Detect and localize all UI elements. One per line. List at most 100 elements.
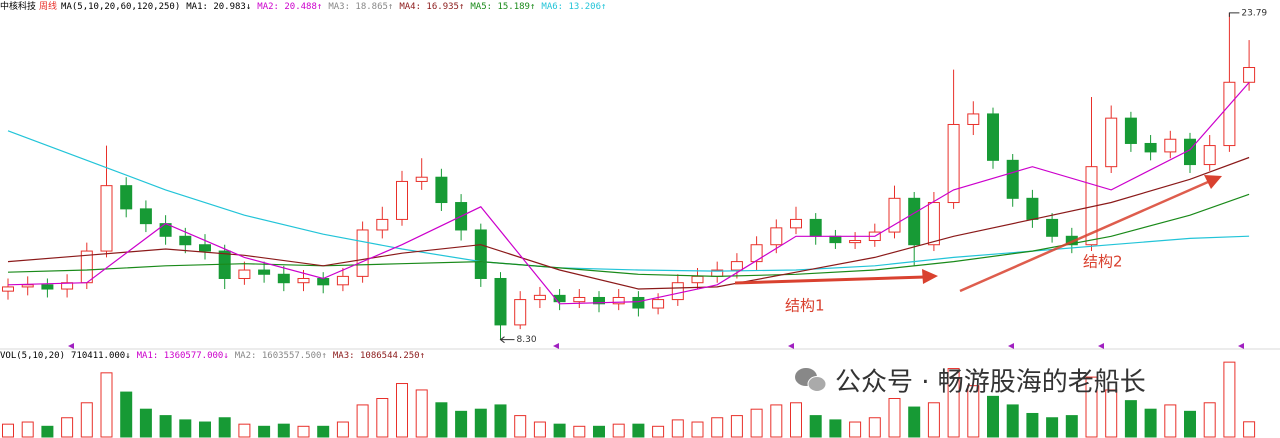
volume-bar	[711, 417, 724, 438]
ma-legend: MA2: 20.488↑	[257, 2, 322, 12]
candle-body	[1184, 138, 1196, 166]
volume-bar	[336, 421, 349, 438]
volume-bar	[435, 402, 448, 438]
candle-body	[671, 282, 684, 301]
volume-bar	[258, 425, 271, 438]
candle-body	[632, 296, 645, 309]
candle-body	[1046, 218, 1059, 237]
ma-params: MA(5,10,20,60,120,250)	[61, 2, 180, 12]
volume-bar	[1203, 402, 1216, 438]
structure-arrow	[734, 275, 926, 285]
stock-name: 中核科技	[0, 0, 36, 12]
candle-body	[356, 229, 369, 277]
candle-body	[1203, 145, 1216, 166]
candle-body	[612, 296, 625, 305]
candle-body	[376, 218, 389, 231]
volume-bar	[612, 423, 625, 438]
candle-body	[1164, 138, 1177, 153]
volume-bar	[41, 425, 54, 438]
ma-line	[7, 82, 1250, 305]
volume-bar	[632, 423, 645, 438]
volume-bar	[159, 415, 172, 438]
volume-bar	[1223, 361, 1236, 438]
vol-legend: MA2: 1603557.500↑	[235, 351, 327, 361]
volume-bar	[1046, 417, 1059, 438]
high-marker	[1228, 12, 1240, 17]
volume-bar	[1006, 404, 1019, 438]
volume-bar	[829, 419, 842, 438]
volume-bar	[356, 404, 369, 438]
volume-bar	[514, 415, 527, 438]
candle-body	[120, 185, 133, 210]
candle-body	[435, 176, 448, 204]
candle-body	[396, 180, 408, 220]
candle-body	[967, 113, 980, 125]
volume-bar	[61, 417, 74, 438]
candle-body	[1124, 117, 1137, 144]
volume-bar	[139, 408, 152, 438]
structure-label: 结构2	[1083, 253, 1123, 271]
candle-body	[750, 244, 763, 263]
candle-body	[494, 277, 507, 326]
candle-body	[258, 269, 271, 275]
volume-bar	[1065, 415, 1078, 438]
volume-bar	[1085, 376, 1098, 438]
candle-body	[770, 227, 783, 246]
volume-bar	[652, 425, 665, 438]
candle-body	[474, 229, 487, 279]
volume-bar	[770, 404, 783, 438]
candle-body	[21, 284, 34, 288]
candle-body	[1223, 81, 1236, 147]
candle-body	[849, 240, 862, 244]
volume-bar	[455, 410, 468, 438]
volume-bar	[927, 402, 940, 438]
volume-bar	[691, 421, 704, 438]
candle-body	[691, 275, 704, 284]
ma-legend: MA4: 16.935↑	[399, 2, 464, 12]
ma-line	[7, 130, 1250, 272]
volume-bar	[671, 419, 684, 438]
volume-bar	[474, 408, 487, 438]
volume-bar	[218, 417, 231, 438]
candle-body	[336, 275, 349, 286]
candle-body	[573, 296, 586, 303]
volume-header: VOL(5,10,20) 710411.000↓ MA1: 1360577.000↓…	[0, 351, 425, 361]
volume-bar	[730, 415, 743, 438]
volume-bar	[2, 423, 14, 438]
candle-body	[1243, 67, 1256, 83]
structure-arrow	[959, 180, 1209, 293]
vol-legend: MA3: 1086544.250↑	[333, 351, 425, 361]
candle-body	[947, 123, 960, 204]
vol-legend: 710411.000↓	[71, 351, 131, 361]
watermark-text: 公众号 · 畅游股海的老船长	[835, 368, 1146, 398]
candle-body	[179, 235, 192, 246]
candle-body	[100, 185, 113, 252]
volume-bar	[277, 423, 290, 438]
volume-bar	[868, 417, 881, 438]
candle-body	[1006, 159, 1019, 199]
candle-body	[652, 299, 665, 309]
candle-body	[238, 269, 251, 279]
candle-body	[593, 296, 605, 305]
candle-body	[888, 197, 901, 233]
vol-legend: MA1: 1360577.000↓	[137, 351, 229, 361]
candle-body	[1105, 117, 1118, 168]
candle-body	[987, 113, 999, 161]
candle-body	[41, 284, 54, 290]
candle-body	[139, 208, 152, 225]
volume-bar	[533, 421, 546, 438]
high-label: 23.79	[1241, 8, 1267, 18]
candle-body	[533, 294, 546, 301]
volume-bar	[553, 423, 566, 438]
candle-body	[2, 286, 14, 292]
low-marker	[499, 336, 515, 344]
ma-line	[7, 156, 1250, 290]
volume-bar	[573, 425, 586, 438]
candle-body	[297, 277, 310, 284]
ma-line	[7, 193, 1250, 278]
volume-bar	[1144, 408, 1157, 438]
volume-bar	[888, 398, 901, 438]
candle-body	[553, 294, 566, 303]
candle-body	[829, 235, 842, 244]
